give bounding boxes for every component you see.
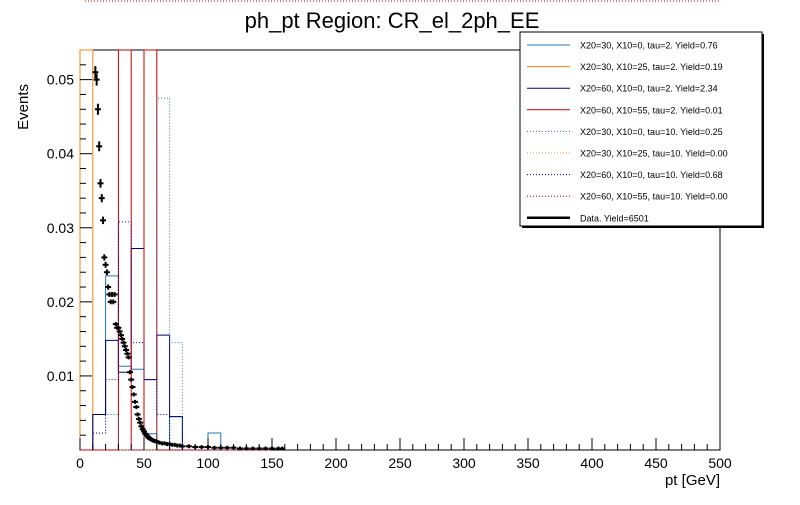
x-tick-label-4: 200 [324, 455, 348, 471]
chart-title: ph_pt Region: CR_el_2ph_EE [245, 8, 540, 33]
x-tick-label-6: 300 [452, 455, 476, 471]
x-tick-label-0: 0 [76, 455, 84, 471]
y-tick-label-0: 0.01 [47, 368, 74, 384]
legend-label-1: X20=30, X10=25, tau=2. Yield=0.19 [580, 62, 723, 72]
y-tick-label-2: 0.03 [47, 220, 74, 236]
legend-label-8: Data. Yield=6501 [580, 213, 649, 223]
legend-label-6: X20=60, X10=0, tau=10. Yield=0.68 [580, 170, 723, 180]
x-tick-label-5: 250 [388, 455, 412, 471]
legend-shadow-bottom [522, 226, 764, 228]
legend-label-4: X20=30, X10=0, tau=10. Yield=0.25 [580, 127, 723, 137]
y-axis-label: Events [15, 84, 32, 130]
x-axis-label: pt [GeV] [665, 472, 720, 489]
histogram-series-3 [80, 49, 272, 451]
y-tick-label-3: 0.04 [47, 146, 74, 162]
y-tick-label-4: 0.05 [47, 72, 74, 88]
legend: X20=30, X10=0, tau=2. Yield=0.76 X20=30, … [519, 31, 764, 228]
histogram-series-1 [79, 49, 272, 451]
legend-items: X20=30, X10=0, tau=2. Yield=0.76 X20=30, … [527, 41, 728, 223]
x-tick-label-8: 400 [580, 455, 604, 471]
histogram-series-2 [80, 248, 272, 451]
legend-label-2: X20=60, X10=0, tau=2. Yield=2.34 [580, 84, 718, 94]
legend-shadow [762, 34, 764, 228]
legend-box [519, 31, 763, 227]
histogram-series-6 [80, 221, 272, 451]
legend-label-5: X20=30, X10=25, tau=10. Yield=0.00 [580, 149, 728, 159]
legend-label-7: X20=60, X10=55, tau=10. Yield=0.00 [580, 192, 728, 202]
x-tick-label-9: 450 [644, 455, 668, 471]
histogram-series-4 [80, 97, 272, 451]
x-tick-label-1: 50 [136, 455, 152, 471]
x-axis: 0 50 100 150 200 250 300 350 400 450 500 [76, 438, 732, 471]
y-tick-label-1: 0.02 [47, 294, 74, 310]
x-tick-label-10: 500 [708, 455, 732, 471]
legend-label-0: X20=30, X10=0, tau=2. Yield=0.76 [580, 41, 718, 51]
x-tick-label-7: 350 [516, 455, 540, 471]
y-axis: 0.01 0.02 0.03 0.04 0.05 [47, 64, 92, 436]
x-tick-label-2: 100 [196, 455, 220, 471]
x-tick-label-3: 150 [260, 455, 284, 471]
legend-label-3: X20=60, X10=55, tau=2. Yield=0.01 [580, 105, 723, 115]
